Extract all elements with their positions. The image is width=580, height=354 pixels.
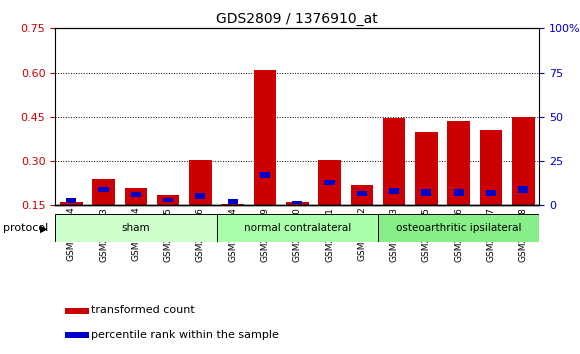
Text: osteoarthritic ipsilateral: osteoarthritic ipsilateral (396, 223, 521, 233)
Bar (195, 193, 205, 199)
Text: protocol: protocol (3, 223, 48, 233)
Bar (454, 189, 464, 195)
Text: normal contralateral: normal contralateral (244, 223, 351, 233)
Bar (60, 202, 82, 205)
Bar (415, 132, 438, 205)
Bar (157, 195, 179, 205)
Text: transformed count: transformed count (91, 305, 195, 315)
Bar (130, 192, 141, 197)
Text: percentile rank within the sample: percentile rank within the sample (91, 330, 279, 339)
Bar (92, 179, 115, 205)
Bar (512, 117, 535, 205)
Text: sham: sham (121, 223, 150, 233)
Bar (350, 185, 373, 205)
Bar (518, 187, 528, 193)
Text: ▶: ▶ (40, 223, 48, 233)
Bar (66, 198, 77, 203)
Bar (378, 214, 539, 242)
Bar (286, 202, 309, 205)
Bar (447, 121, 470, 205)
Bar (421, 189, 432, 195)
Bar (99, 187, 108, 192)
Bar (65, 308, 89, 314)
Bar (292, 201, 302, 205)
Bar (222, 204, 244, 205)
Bar (318, 160, 341, 205)
Title: GDS2809 / 1376910_at: GDS2809 / 1376910_at (216, 12, 378, 26)
Bar (253, 70, 276, 205)
Bar (383, 118, 405, 205)
Bar (55, 214, 216, 242)
Bar (389, 188, 399, 194)
Bar (480, 130, 502, 205)
Bar (125, 188, 147, 205)
Bar (216, 214, 378, 242)
Bar (189, 160, 212, 205)
Bar (163, 198, 173, 202)
Bar (65, 332, 89, 338)
Bar (486, 190, 496, 195)
Bar (324, 180, 335, 185)
Bar (357, 192, 367, 196)
Bar (227, 199, 238, 205)
Bar (260, 172, 270, 178)
